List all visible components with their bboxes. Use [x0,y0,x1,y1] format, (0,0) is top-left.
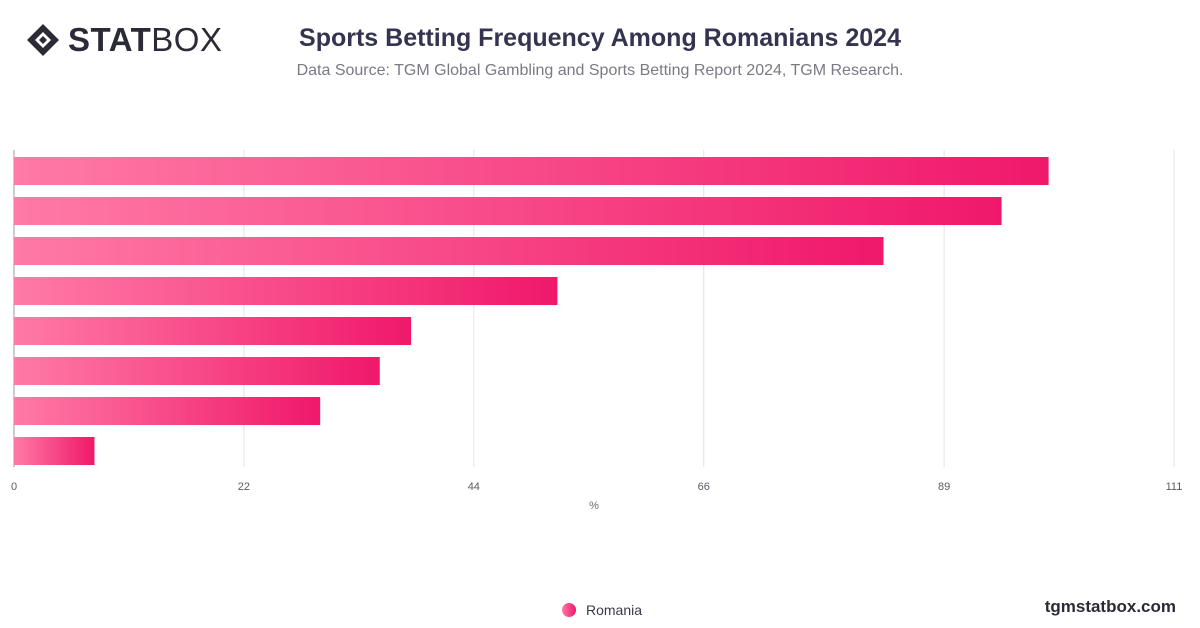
chart-subtitle: Data Source: TGM Global Gambling and Spo… [296,62,904,79]
chart-title: Sports Betting Frequency Among Romanians… [299,24,901,52]
legend-label: Romania [586,602,643,618]
x-tick-label: 66 [698,481,710,493]
legend-swatch [562,603,576,617]
x-tick-label: 44 [468,481,480,493]
x-axis-label: % [589,500,599,512]
x-tick-label: 89 [938,481,950,493]
bar-4[interactable] [14,277,558,305]
legend[interactable]: Romania [562,602,642,618]
diamond-logo-icon [27,24,59,56]
logo-wordmark: STATBOX [68,22,222,58]
bar-6[interactable] [14,357,380,385]
logo-wordmark-bold: STAT [68,21,152,58]
x-tick-label: 111 [1166,481,1183,493]
bar-8[interactable] [14,437,95,465]
logo-wordmark-light: BOX [151,21,223,58]
bar-7[interactable] [14,397,321,425]
footer-url: tgmstatbox.com [1044,597,1176,616]
x-axis-ticks: 0 22 44 66 89 111 [11,481,1182,493]
bar-1[interactable] [14,157,1049,185]
x-tick-label: 22 [238,481,250,493]
brand-logo: STATBOX [26,22,222,58]
bar-3[interactable] [14,237,884,265]
bars [14,157,1049,465]
bar-5[interactable] [14,317,412,345]
bar-chart: 0 22 44 66 89 111 % [11,150,1182,512]
bar-2[interactable] [14,197,1002,225]
x-tick-label: 0 [11,481,17,493]
